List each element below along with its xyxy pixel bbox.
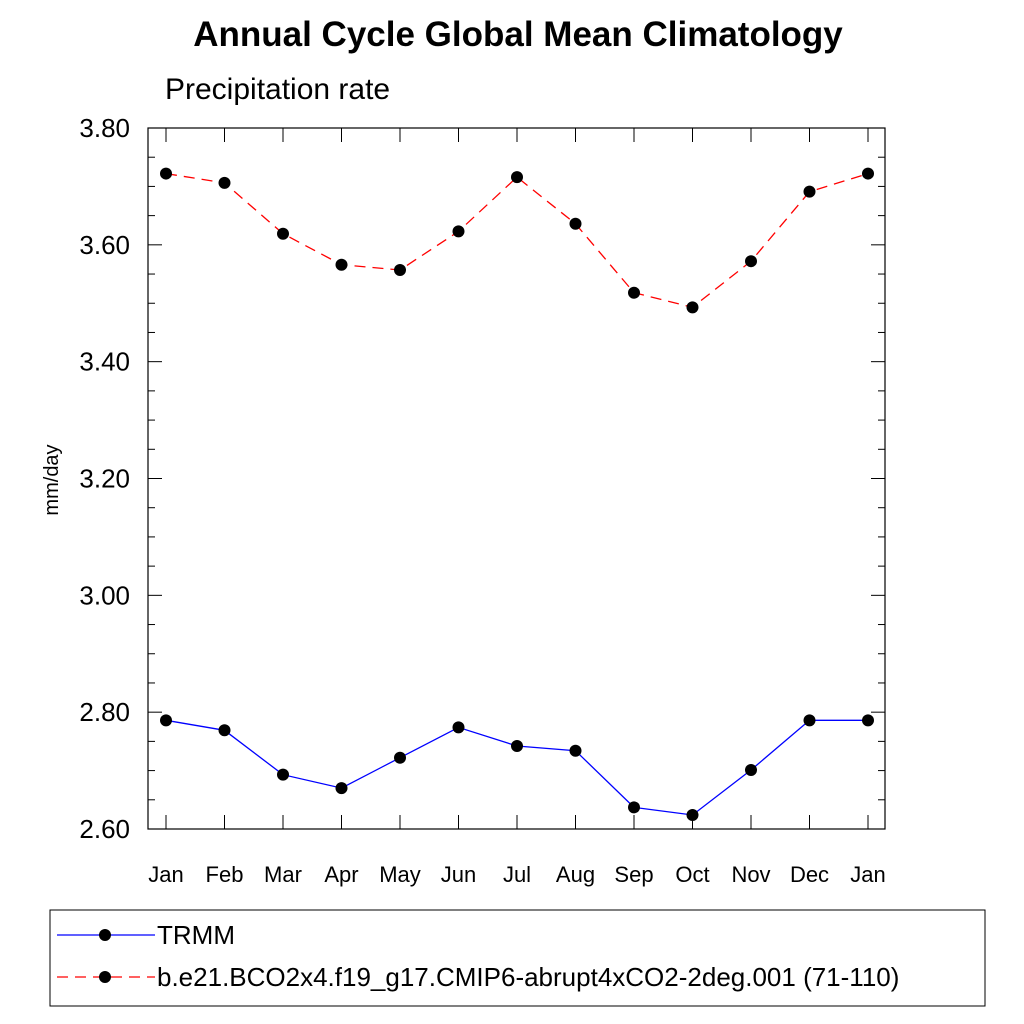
x-tick-label: Aug xyxy=(556,862,595,887)
series-point-0 xyxy=(511,740,523,753)
chart-title: Annual Cycle Global Mean Climatology xyxy=(193,15,843,54)
legend-swatch-marker-model xyxy=(99,971,111,983)
series-point-0 xyxy=(394,751,406,764)
x-tick-label: Oct xyxy=(675,862,709,887)
series-point-0 xyxy=(628,801,640,814)
series-point-1 xyxy=(394,263,406,276)
legend-swatch-marker-trmm xyxy=(99,929,111,941)
y-tick-label: 3.00 xyxy=(79,580,130,610)
series-point-1 xyxy=(686,301,699,314)
series-point-1 xyxy=(803,185,816,198)
series-layer xyxy=(160,167,874,821)
series-point-0 xyxy=(452,721,465,734)
series-point-0 xyxy=(803,714,816,727)
x-tick-label: Dec xyxy=(790,862,829,887)
series-line-1 xyxy=(165,172,869,309)
y-tick-label: 3.20 xyxy=(79,464,130,494)
series-point-1 xyxy=(160,167,172,180)
series-point-0 xyxy=(745,763,757,776)
x-tick-label: Jan xyxy=(850,862,885,887)
y-tick-label: 2.80 xyxy=(79,697,130,727)
y-tick-label: 3.80 xyxy=(79,113,130,143)
y-tick-label: 3.60 xyxy=(79,230,130,260)
x-tick-label: Apr xyxy=(324,862,358,887)
legend-label-model: b.e21.BCO2x4.f19_g17.CMIP6-abrupt4xCO2-2… xyxy=(157,962,899,992)
series-line-0 xyxy=(165,719,868,816)
series-point-0 xyxy=(160,714,172,727)
series-point-0 xyxy=(862,714,874,727)
series-point-1 xyxy=(628,286,640,299)
series-point-1 xyxy=(745,255,757,268)
y-axis-label: mm/day xyxy=(41,444,63,515)
x-tick-label: Nov xyxy=(731,862,770,887)
series-point-1 xyxy=(511,171,523,184)
axes-layer: 2.60 2.80 3.00 3.20 3.40 3.60 3.80 Jan Feb Mar Apr… xyxy=(79,113,885,887)
legend: TRMM b.e21.BCO2x4.f19_g17.CMIP6-abrupt4x… xyxy=(49,909,986,1007)
x-tick-label: May xyxy=(379,862,421,887)
x-tick-label: Sep xyxy=(614,862,653,887)
series-point-0 xyxy=(569,744,582,757)
series-point-0 xyxy=(277,768,289,781)
series-point-0 xyxy=(686,808,699,821)
legend-box xyxy=(49,909,986,1007)
x-tick-label: Jun xyxy=(441,862,476,887)
legend-label-trmm: TRMM xyxy=(157,920,235,950)
series-point-0 xyxy=(335,782,348,795)
x-tick-label: Mar xyxy=(264,862,302,887)
series-point-0 xyxy=(218,724,231,737)
x-tick-label: Feb xyxy=(206,862,244,887)
series-point-1 xyxy=(218,176,231,189)
series-point-1 xyxy=(277,227,289,240)
x-tick-label: Jul xyxy=(503,862,531,887)
y-tick-label: 2.60 xyxy=(79,814,130,844)
chart-subtitle: Precipitation rate xyxy=(165,73,390,106)
y-tick-label: 3.40 xyxy=(79,347,130,377)
series-point-1 xyxy=(335,258,348,271)
x-tick-label: Jan xyxy=(148,862,183,887)
series-point-1 xyxy=(569,217,582,230)
series-point-1 xyxy=(452,225,465,238)
series-point-1 xyxy=(862,167,874,180)
